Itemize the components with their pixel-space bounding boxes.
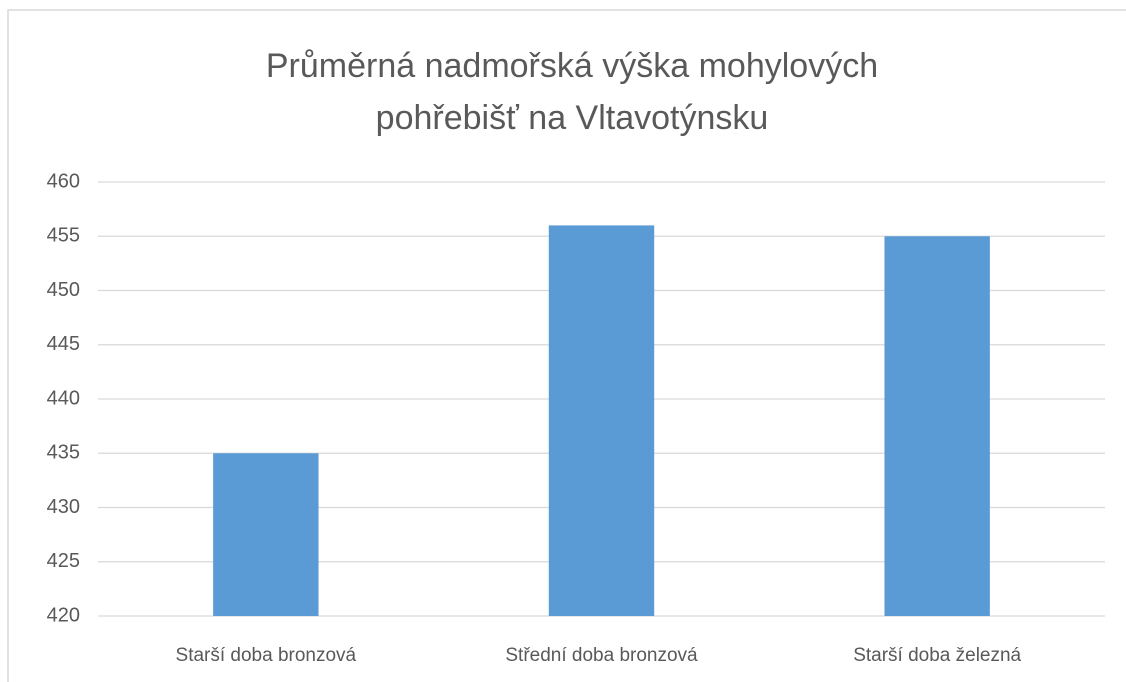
chart-title: Průměrná nadmořská výška mohylových <box>266 47 878 85</box>
bar <box>213 453 319 616</box>
y-tick-label: 445 <box>47 333 80 355</box>
y-tick-label: 450 <box>47 279 80 301</box>
y-tick-label: 455 <box>47 225 80 247</box>
x-tick-label: Starší doba železná <box>853 645 1021 666</box>
x-tick-label: Střední doba bronzová <box>505 645 698 666</box>
y-tick-label: 420 <box>47 604 80 626</box>
y-tick-label: 430 <box>47 496 80 518</box>
y-tick-label: 425 <box>47 550 80 572</box>
bar <box>884 236 990 616</box>
bar <box>548 225 655 616</box>
x-tick-label: Starší doba bronzová <box>176 645 357 666</box>
y-tick-label: 440 <box>47 387 80 409</box>
y-tick-label: 460 <box>47 170 80 192</box>
chart-title: pohřebišť na Vltavotýnsku <box>376 99 769 137</box>
y-tick-label: 435 <box>47 442 80 464</box>
